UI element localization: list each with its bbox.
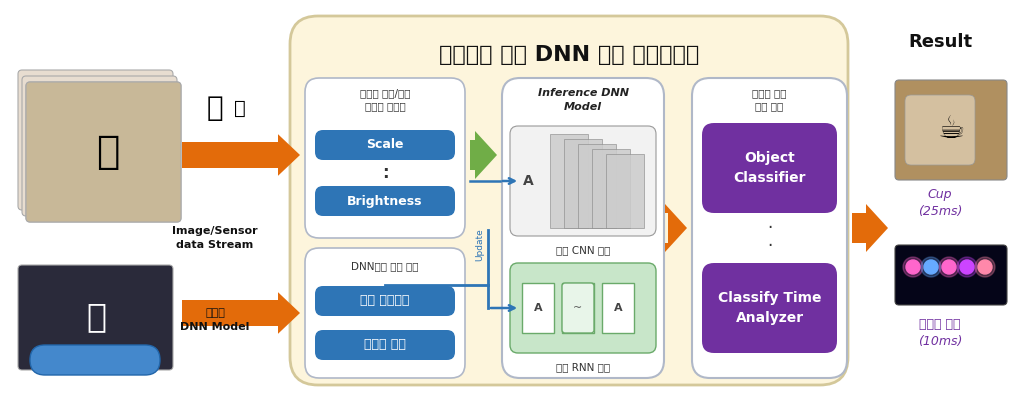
Circle shape (921, 257, 941, 277)
Text: ~: ~ (573, 303, 583, 313)
Text: Cup
(25ms): Cup (25ms) (918, 188, 962, 218)
Circle shape (975, 257, 995, 277)
FancyBboxPatch shape (510, 263, 656, 353)
FancyBboxPatch shape (895, 245, 1007, 305)
Text: 경량 RNN 모델: 경량 RNN 모델 (556, 362, 610, 372)
Text: 🪴: 🪴 (96, 133, 120, 171)
FancyBboxPatch shape (502, 78, 664, 378)
Text: 🖥: 🖥 (86, 300, 106, 334)
Text: 🎙: 🎙 (234, 99, 246, 117)
FancyBboxPatch shape (315, 186, 455, 216)
FancyBboxPatch shape (562, 283, 594, 333)
Circle shape (903, 257, 923, 277)
FancyBboxPatch shape (315, 130, 455, 160)
Polygon shape (852, 204, 888, 252)
Text: ·: · (766, 237, 773, 255)
Text: ·: · (766, 219, 773, 237)
FancyBboxPatch shape (905, 95, 975, 165)
FancyBboxPatch shape (290, 16, 848, 385)
FancyBboxPatch shape (18, 265, 173, 370)
FancyBboxPatch shape (702, 263, 837, 353)
Text: 안전한 상황
(10ms): 안전한 상황 (10ms) (918, 318, 962, 348)
Text: Update: Update (475, 229, 484, 261)
FancyBboxPatch shape (578, 144, 616, 228)
FancyBboxPatch shape (606, 154, 644, 228)
Circle shape (905, 260, 920, 274)
Text: Inference DNN
Model: Inference DNN Model (538, 89, 629, 112)
FancyBboxPatch shape (30, 345, 160, 375)
Text: 모델 다운로더: 모델 다운로더 (361, 294, 410, 308)
Text: Result: Result (908, 33, 972, 51)
FancyBboxPatch shape (592, 149, 630, 228)
Circle shape (939, 257, 959, 277)
FancyBboxPatch shape (522, 283, 554, 333)
Polygon shape (470, 131, 497, 179)
Text: 동기화 모듈: 동기화 모듈 (364, 338, 406, 352)
FancyBboxPatch shape (550, 134, 588, 228)
Text: :: : (381, 164, 388, 182)
FancyBboxPatch shape (315, 286, 455, 316)
FancyBboxPatch shape (18, 70, 173, 210)
FancyBboxPatch shape (26, 82, 181, 222)
Text: A: A (533, 303, 543, 313)
Text: Scale: Scale (366, 138, 404, 152)
Polygon shape (182, 292, 300, 334)
FancyBboxPatch shape (315, 330, 455, 360)
FancyBboxPatch shape (26, 82, 181, 222)
FancyBboxPatch shape (602, 283, 634, 333)
FancyBboxPatch shape (562, 283, 594, 333)
Text: Image/Sensor
data Stream: Image/Sensor data Stream (172, 226, 258, 250)
FancyBboxPatch shape (564, 139, 602, 228)
Text: 실시간 영상/센서
데이터 전처리: 실시간 영상/센서 데이터 전처리 (360, 89, 410, 112)
FancyBboxPatch shape (305, 78, 465, 238)
Text: Brightness: Brightness (347, 194, 423, 207)
Text: Object
Classifier: Object Classifier (733, 151, 805, 185)
Text: 임베디드 기반 DNN 추론 프레임워크: 임베디드 기반 DNN 추론 프레임워크 (438, 45, 699, 65)
Circle shape (942, 260, 956, 274)
FancyBboxPatch shape (702, 123, 837, 213)
Text: 학습된
DNN Model: 학습된 DNN Model (180, 308, 249, 332)
FancyBboxPatch shape (692, 78, 847, 378)
Text: Classify Time
Analyzer: Classify Time Analyzer (717, 291, 822, 325)
Circle shape (957, 257, 977, 277)
FancyBboxPatch shape (305, 248, 465, 378)
Circle shape (924, 260, 938, 274)
Text: 📷: 📷 (206, 94, 224, 122)
FancyBboxPatch shape (895, 80, 1007, 180)
FancyBboxPatch shape (22, 76, 177, 216)
Text: 실시간 추론
구동 모듈: 실시간 추론 구동 모듈 (752, 89, 787, 112)
Circle shape (960, 260, 974, 274)
Text: ☕: ☕ (937, 115, 965, 144)
Text: 경량 CNN 모델: 경량 CNN 모델 (556, 245, 610, 255)
Text: DNN모델 전송 모듈: DNN모델 전송 모듈 (352, 261, 419, 271)
Polygon shape (182, 134, 300, 176)
FancyBboxPatch shape (510, 126, 656, 236)
Circle shape (978, 260, 992, 274)
Polygon shape (665, 204, 687, 252)
Text: A: A (522, 174, 533, 188)
Text: A: A (613, 303, 622, 313)
